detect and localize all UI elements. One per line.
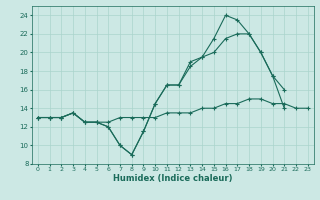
X-axis label: Humidex (Indice chaleur): Humidex (Indice chaleur) bbox=[113, 174, 233, 183]
